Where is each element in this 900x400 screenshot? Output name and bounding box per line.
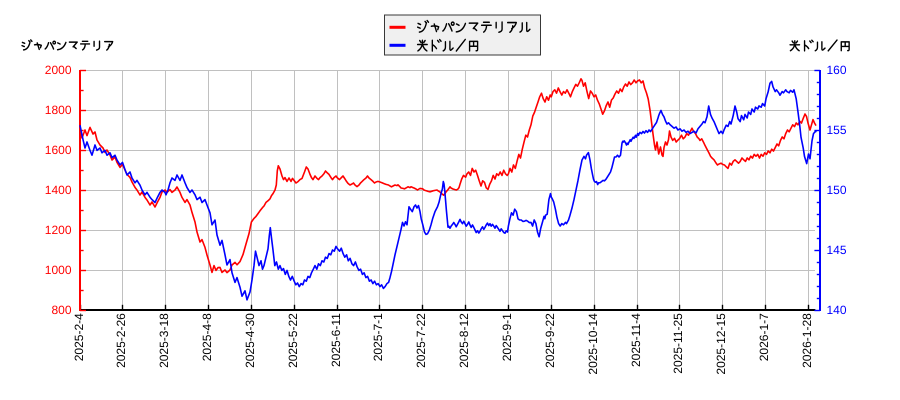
svg-text:800: 800 <box>51 303 71 317</box>
svg-text:2025-12-15: 2025-12-15 <box>714 313 728 375</box>
svg-text:2025-11-4: 2025-11-4 <box>629 313 643 367</box>
svg-text:2026-1-28: 2026-1-28 <box>800 313 814 368</box>
svg-text:2025-7-22: 2025-7-22 <box>414 313 428 368</box>
svg-text:2025-10-14: 2025-10-14 <box>586 313 600 375</box>
svg-text:2025-8-12: 2025-8-12 <box>457 313 471 368</box>
svg-text:2025-5-22: 2025-5-22 <box>286 313 300 368</box>
svg-text:160: 160 <box>827 63 847 77</box>
svg-text:1800: 1800 <box>45 103 72 117</box>
svg-text:2025-4-8: 2025-4-8 <box>200 313 214 361</box>
svg-text:1600: 1600 <box>45 143 72 157</box>
svg-text:2025-6-11: 2025-6-11 <box>329 313 343 367</box>
svg-text:1000: 1000 <box>45 263 72 277</box>
svg-text:155: 155 <box>827 123 847 137</box>
svg-text:2025-4-30: 2025-4-30 <box>243 313 257 368</box>
svg-text:2025-3-18: 2025-3-18 <box>157 313 171 368</box>
svg-text:2025-2-4: 2025-2-4 <box>72 313 86 361</box>
svg-text:2025-11-25: 2025-11-25 <box>671 313 685 374</box>
svg-text:2025-9-1: 2025-9-1 <box>500 313 514 361</box>
svg-text:140: 140 <box>827 303 847 317</box>
svg-text:2026-1-7: 2026-1-7 <box>757 313 771 361</box>
svg-text:1400: 1400 <box>45 183 72 197</box>
svg-text:1200: 1200 <box>45 223 72 237</box>
svg-text:2000: 2000 <box>45 63 72 77</box>
svg-text:145: 145 <box>827 243 847 257</box>
svg-text:150: 150 <box>827 183 847 197</box>
svg-text:2025-2-26: 2025-2-26 <box>114 313 128 368</box>
svg-text:2025-9-22: 2025-9-22 <box>543 313 557 368</box>
svg-text:2025-7-1: 2025-7-1 <box>371 313 385 361</box>
